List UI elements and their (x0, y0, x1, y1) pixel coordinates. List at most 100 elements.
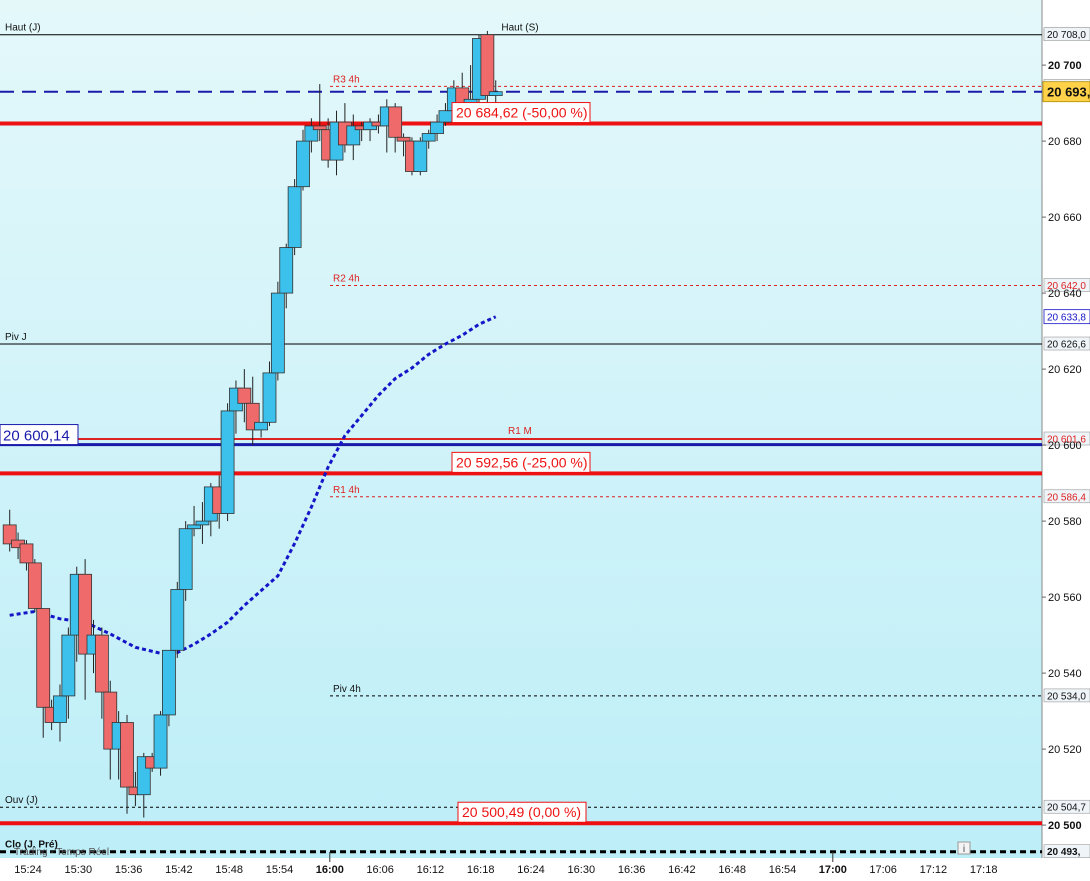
candle-down (78, 573, 93, 655)
candle-down (312, 125, 327, 131)
time-tick-label: 16:18 (467, 864, 495, 876)
time-tick-label: 15:54 (266, 864, 294, 876)
reference-line-label: Piv J (5, 332, 27, 343)
price-tick-label: 20 700 (1048, 60, 1082, 72)
candle-up (61, 634, 76, 697)
price-tick-label: 20 500 (1048, 820, 1082, 832)
candle-up (488, 91, 503, 96)
reference-line-label: Clo (J. Pré) (5, 840, 58, 851)
candle-down (480, 34, 495, 96)
axis-value-label: 20 626,6 (1047, 340, 1086, 351)
feed-caption: Trading - Temps Réel (14, 847, 109, 858)
time-tick-label: 15:24 (14, 864, 42, 876)
candle-up (413, 140, 428, 172)
candles (2, 30, 503, 818)
time-tick-label: 16:12 (417, 864, 445, 876)
candle-down (36, 608, 51, 708)
axis-value-label: 20 504,7 (1047, 803, 1086, 814)
time-tick-label: 17:18 (970, 864, 998, 876)
axis-value-box (1043, 489, 1090, 504)
axis-value-box (1043, 431, 1090, 446)
moving-average (9, 315, 497, 655)
major-level-label: 20 592,56 (-25,00 %) (456, 454, 588, 470)
blue-level-label: 20 600,14 (3, 428, 70, 445)
time-tick-label: 17:06 (869, 864, 897, 876)
candle-down (237, 387, 252, 404)
price-axis-background (1042, 0, 1090, 858)
axis-value-label: 20 708,0 (1047, 30, 1086, 41)
time-tick-label: 15:30 (65, 864, 93, 876)
candle-up (346, 125, 361, 146)
candle-up (153, 714, 168, 769)
time-tick-label: 16:54 (769, 864, 797, 876)
axis-value-label: 20 493, (1047, 847, 1081, 858)
price-tick-label: 20 660 (1048, 212, 1082, 224)
axis-value-box (1043, 799, 1090, 814)
time-axis: 15:24 15:30 15:36 15:42 15:48 15:54 16:00 16:06… (14, 852, 997, 876)
time-tick-label: 16:00 (316, 864, 344, 876)
price-tick-label: 20 640 (1048, 288, 1082, 300)
reference-line-label: Ouv (J) (5, 795, 38, 806)
candle-up (270, 292, 285, 374)
ma-value-label: 20 633,8 (1047, 313, 1086, 324)
candle-down (396, 136, 411, 142)
price-tick-label: 20 540 (1048, 668, 1082, 680)
axis-value-box (1043, 278, 1090, 292)
candle-up (254, 421, 269, 431)
axis-value-label: 20 601,6 (1047, 435, 1086, 446)
price-tick-label: 20 560 (1048, 592, 1082, 604)
major-level-box (451, 102, 591, 124)
last-price-box (1042, 81, 1090, 103)
moving-average-line (9, 315, 497, 655)
time-tick-label: 15:42 (165, 864, 193, 876)
candle-up (53, 695, 67, 723)
axis-value-label: 20 534,0 (1047, 691, 1086, 702)
candle-down (2, 524, 17, 545)
level-labels: Haut (J) Haut (S) R3 4h R2 4h Piv J R1 M R1 4h… (0, 23, 591, 851)
candle-up (170, 589, 185, 651)
candle-up (287, 186, 302, 248)
candle-up (262, 372, 277, 423)
reference-line-label: R2 4h (333, 274, 360, 285)
candle-up (430, 121, 444, 134)
candle-up (178, 528, 193, 590)
reference-line-label: R1 M (508, 426, 532, 437)
candle-down (388, 106, 403, 138)
reference-line-label: Piv 4h (333, 684, 361, 695)
time-tick-label: 15:48 (215, 864, 243, 876)
candle-up (279, 247, 294, 294)
reference-line-label: Haut (J) (5, 23, 41, 34)
price-axis: 20 708,020 708,020 694,420 642,020 626,6… (1042, 27, 1090, 859)
time-tick-label: 16:24 (517, 864, 545, 876)
major-levels (0, 90, 1042, 826)
axis-value-label: 20 642,0 (1047, 281, 1086, 292)
axis-value-box (1043, 336, 1090, 351)
axis-value-label: 20 586,4 (1047, 492, 1086, 503)
candle-up (220, 410, 235, 514)
price-tick-label: 20 520 (1048, 744, 1082, 756)
reference-line-label: R3 4h (333, 74, 360, 85)
time-tick-label: 15:36 (115, 864, 143, 876)
candle-up (162, 649, 176, 716)
info-button[interactable] (957, 841, 971, 855)
candle-up (438, 110, 453, 123)
axis-value-box (1043, 27, 1090, 42)
info-icon[interactable]: i (963, 844, 965, 855)
ma-value-box (1043, 309, 1090, 325)
major-level-box (451, 451, 591, 473)
time-axis-background (0, 858, 1090, 876)
time-tick-label: 17:12 (920, 864, 948, 876)
price-tick-label: 20 580 (1048, 516, 1082, 528)
price-tick-label: 20 680 (1048, 136, 1082, 148)
candle-up (195, 520, 210, 526)
time-tick-label: 16:06 (366, 864, 394, 876)
candle-down (94, 634, 109, 693)
time-tick-label: 16:36 (618, 864, 646, 876)
reference-lines (0, 34, 1042, 854)
axis-value-box (1043, 844, 1090, 859)
candle-up (296, 140, 310, 188)
candle-down (19, 543, 34, 564)
price-tick-label: 20 600 (1048, 440, 1082, 452)
time-tick-label: 16:42 (668, 864, 696, 876)
